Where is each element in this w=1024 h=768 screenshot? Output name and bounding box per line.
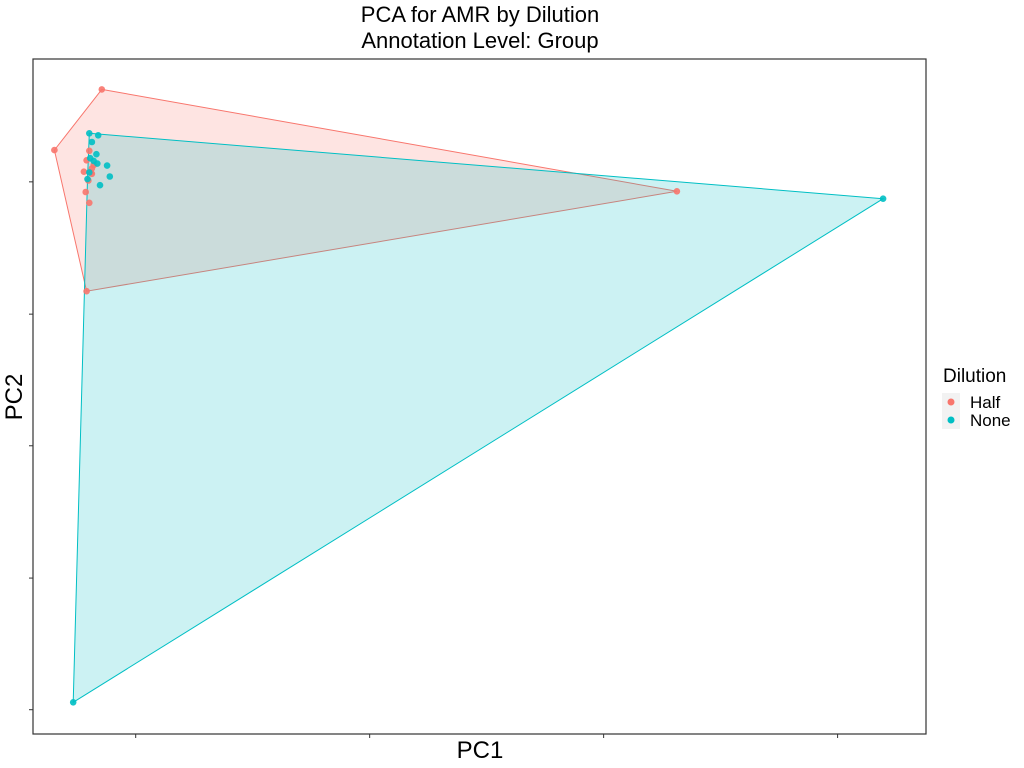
legend-dot-half [947,398,955,406]
point-none-2 [88,138,96,146]
point-none-8 [86,169,93,176]
point-half-9 [82,188,89,196]
axis-layer [29,181,839,738]
x-axis-label: PC1 [457,737,504,764]
point-none-3 [93,150,100,158]
legend-dot-none [947,416,955,424]
chart-title: PCA for AMR by Dilution [361,2,599,27]
point-none-7 [103,162,111,169]
hull-none [72,132,885,704]
point-half-13 [83,287,90,295]
y-axis-label: PC2 [1,374,28,421]
point-none-1 [94,132,102,139]
point-none-13 [69,699,77,706]
point-half-5 [80,168,88,175]
hull-layer [53,88,885,704]
point-none-6 [94,160,101,167]
legend: Dilution Half None [942,366,1011,430]
point-none-0 [86,130,93,137]
legend-label-none: None [970,411,1011,430]
point-none-10 [84,175,91,183]
point-half-1 [51,146,58,154]
point-half-12 [673,188,681,195]
point-half-2 [86,147,93,155]
point-none-12 [879,195,887,202]
point-none-9 [106,173,114,180]
legend-label-half: Half [970,393,1001,412]
point-none-11 [96,181,104,189]
point-layer [51,86,887,706]
point-half-0 [98,86,106,93]
point-half-10 [86,199,93,207]
plot-panel-border [32,58,927,735]
chart-subtitle: Annotation Level: Group [361,28,598,53]
legend-title: Dilution [943,366,1006,387]
